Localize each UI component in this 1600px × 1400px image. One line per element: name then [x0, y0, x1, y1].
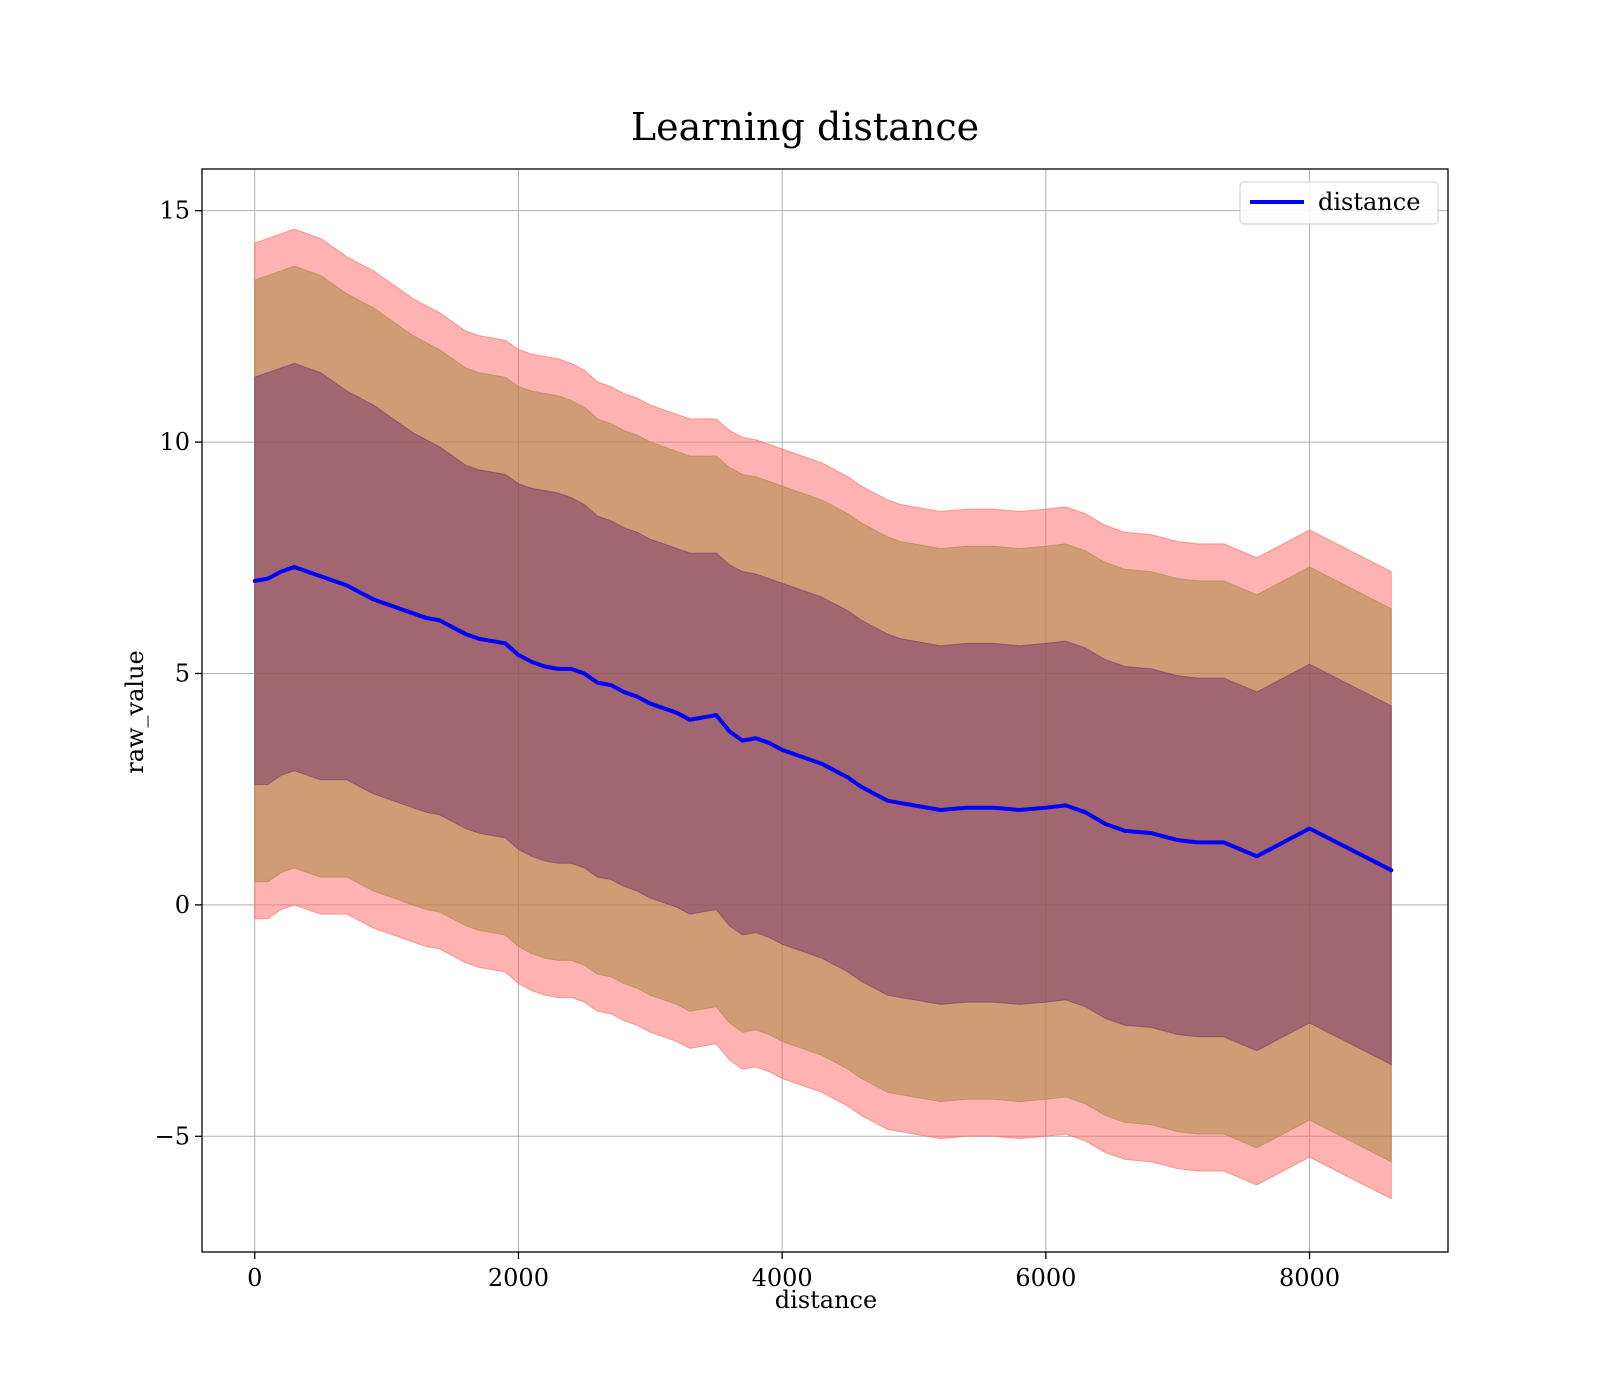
y-tick-label-3: 10	[159, 428, 190, 456]
legend-label-distance: distance	[1318, 188, 1420, 216]
y-tick-label-4: 15	[159, 197, 190, 225]
x-tick-label-0: 0	[247, 1264, 262, 1292]
x-tick-label-1: 2000	[488, 1264, 549, 1292]
x-tick-label-3: 6000	[1015, 1264, 1076, 1292]
chart-title: Learning distance	[631, 105, 979, 149]
legend-box	[1239, 181, 1439, 225]
x-axis-ticks: 0 2000 4000 6000 8000	[247, 1252, 1340, 1292]
x-axis-label: distance	[775, 1286, 877, 1314]
x-tick-label-4: 8000	[1279, 1264, 1340, 1292]
y-tick-label-1: 0	[175, 891, 190, 919]
y-tick-label-2: 5	[175, 659, 190, 687]
y-axis-ticks: −5 0 5 10 15	[155, 197, 202, 1150]
series-lines	[252, 565, 1394, 873]
x-tick-label-2: 4000	[752, 1264, 813, 1292]
confidence-bands	[254, 228, 1392, 1200]
legend: distance	[1239, 181, 1439, 225]
series-line-0	[252, 565, 1394, 873]
axes-frame	[201, 168, 1449, 1253]
y-tick-label-0: −5	[155, 1122, 190, 1150]
band-inner	[254, 362, 1392, 1066]
axes-border	[201, 168, 1449, 1253]
y-axis-label: raw_value	[121, 650, 149, 774]
